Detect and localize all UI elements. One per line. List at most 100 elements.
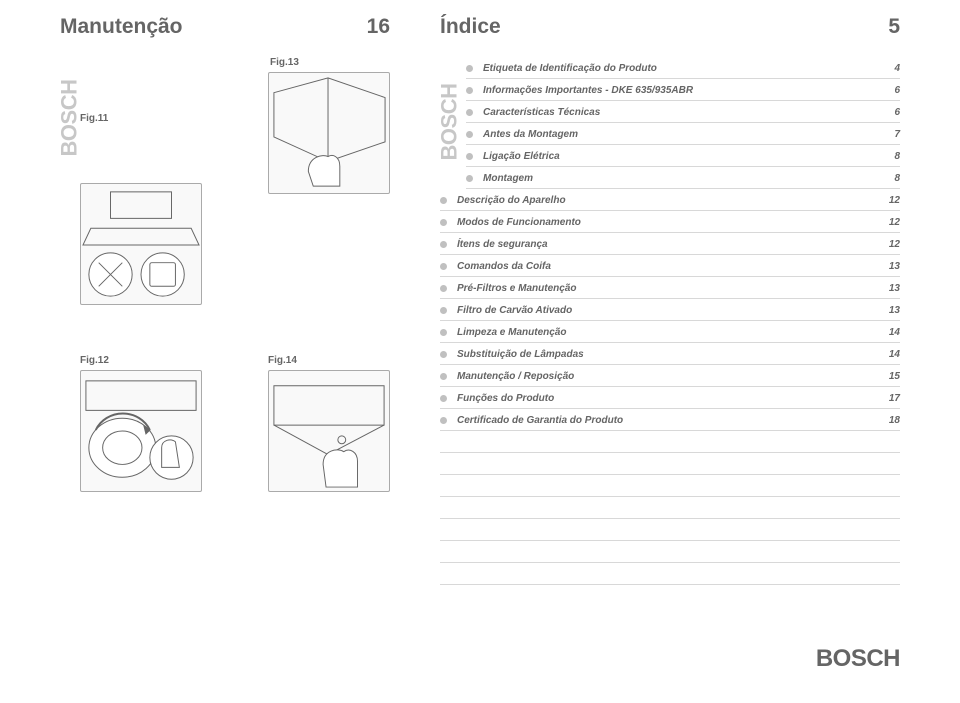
toc-empty-row	[440, 497, 900, 519]
toc-title: Pré-Filtros e Manutenção	[457, 283, 576, 294]
toc-row: Ligação Elétrica 8	[466, 145, 900, 167]
bosch-vertical-logo: BOSCH	[60, 57, 78, 179]
toc-empty-row	[440, 431, 900, 453]
toc-empty-row	[440, 563, 900, 585]
toc-row: Antes da Montagem 7	[466, 123, 900, 145]
figure-14: Fig.14	[248, 355, 390, 492]
toc-page: 8	[894, 151, 900, 162]
toc-page: 17	[889, 393, 900, 404]
figure-row-2: Fig.12	[60, 355, 410, 492]
toc-title: Certificado de Garantia do Produto	[457, 415, 623, 426]
bosch-footer-logo: BOSCH	[816, 645, 900, 673]
toc-page: 13	[889, 261, 900, 272]
right-page-number: 5	[888, 15, 900, 39]
toc-title: Manutenção / Reposição	[457, 371, 574, 382]
figure-12: Fig.12	[60, 355, 202, 492]
bullet-icon	[440, 285, 447, 292]
toc-page: 15	[889, 371, 900, 382]
sketch-icon	[81, 371, 201, 491]
toc-row: Manutenção / Reposição 15	[440, 365, 900, 387]
toc-row: Comandos da Coifa 13	[440, 255, 900, 277]
toc-page: 12	[889, 239, 900, 250]
toc-page: 6	[894, 85, 900, 96]
bullet-icon	[466, 153, 473, 160]
toc-row: Modos de Funcionamento 12	[440, 211, 900, 233]
sketch-icon	[269, 371, 389, 491]
toc-page: 4	[894, 63, 900, 74]
right-section-title: Índice	[440, 15, 501, 39]
toc-row: Etiqueta de Identificação do Produto 4	[466, 57, 900, 79]
toc-row: Pré-Filtros e Manutenção13	[440, 277, 900, 299]
illustration-hand-insert	[268, 72, 390, 194]
toc-empty-row	[440, 453, 900, 475]
bullet-icon	[440, 307, 447, 314]
toc-title: Ítens de segurança	[457, 239, 548, 250]
toc-row: Descrição do Aparelho12	[440, 189, 900, 211]
sketch-icon	[269, 73, 389, 193]
figure-label: Fig.11	[80, 113, 108, 124]
bullet-icon	[440, 329, 447, 336]
toc-title: Limpeza e Manutenção	[457, 327, 566, 338]
toc-row: Montagem8	[466, 167, 900, 189]
toc-page: 7	[894, 129, 900, 140]
bosch-vertical-logo: BOSCH	[440, 57, 458, 187]
content-row: BOSCH Fig.11	[60, 57, 900, 585]
toc-list-rest: Descrição do Aparelho12Modos de Funciona…	[440, 189, 900, 585]
illustration-filter-release	[268, 370, 390, 492]
toc-page: 13	[889, 305, 900, 316]
bullet-icon	[440, 395, 447, 402]
bullet-icon	[440, 219, 447, 226]
toc-page: 14	[889, 327, 900, 338]
bullet-icon	[440, 417, 447, 424]
left-page-number: 16	[367, 15, 440, 39]
illustration-hood	[80, 183, 202, 305]
toc-title: Funções do Produto	[457, 393, 554, 404]
toc-column: BOSCH Etiqueta de Identificação do Produ…	[440, 57, 900, 585]
toc-page: 12	[889, 217, 900, 228]
toc-title: Filtro de Carvão Ativado	[457, 305, 572, 316]
toc-list-top: Etiqueta de Identificação do Produto 4 Inf…	[466, 57, 900, 189]
toc-title: Antes da Montagem	[483, 129, 578, 140]
toc-empty-row	[440, 475, 900, 497]
bullet-icon	[466, 87, 473, 94]
figure-label: Fig.14	[268, 355, 390, 366]
bullet-icon	[466, 131, 473, 138]
toc-title: Modos de Funcionamento	[457, 217, 581, 228]
header-right: Índice 5	[440, 15, 900, 39]
toc-row: Substituição de Lâmpadas 14	[440, 343, 900, 365]
manual-spread: Manutenção 16 Índice 5 BOSCH Fig.11	[60, 15, 900, 585]
bullet-icon	[440, 263, 447, 270]
toc-title: Informações Importantes - DKE 635/935ABR	[483, 85, 693, 96]
toc-empty-row	[440, 541, 900, 563]
toc-page: 14	[889, 349, 900, 360]
toc-row: Características Técnicas 6	[466, 101, 900, 123]
toc-title: Comandos da Coifa	[457, 261, 551, 272]
toc-row: Funções do Produto 17	[440, 387, 900, 409]
toc-title: Ligação Elétrica	[483, 151, 560, 162]
bullet-icon	[440, 351, 447, 358]
figure-label: Fig.12	[80, 355, 202, 366]
toc-title: Substituição de Lâmpadas	[457, 349, 584, 360]
toc-row: Ítens de segurança 12	[440, 233, 900, 255]
bullet-icon	[440, 197, 447, 204]
bullet-icon	[466, 65, 473, 72]
toc-empty-row	[440, 519, 900, 541]
toc-page: 8	[894, 173, 900, 184]
toc-page: 6	[894, 107, 900, 118]
fig-label-row: Fig.13	[248, 57, 390, 68]
toc-title: Características Técnicas	[483, 107, 600, 118]
figure-label: Fig.13	[270, 57, 299, 68]
figures-column: BOSCH Fig.11	[60, 57, 440, 585]
toc-title: Descrição do Aparelho	[457, 195, 566, 206]
toc-row: Filtro de Carvão Ativado 13	[440, 299, 900, 321]
bullet-icon	[466, 109, 473, 116]
left-section-title: Manutenção	[60, 15, 183, 39]
bullet-icon	[440, 241, 447, 248]
toc-title: Etiqueta de Identificação do Produto	[483, 63, 657, 74]
bullet-icon	[440, 373, 447, 380]
bullet-icon	[466, 175, 473, 182]
toc-page: 18	[889, 415, 900, 426]
header-left: Manutenção 16	[60, 15, 440, 39]
toc-row: Certificado de Garantia do Produto 18	[440, 409, 900, 431]
header-row: Manutenção 16 Índice 5	[60, 15, 900, 39]
